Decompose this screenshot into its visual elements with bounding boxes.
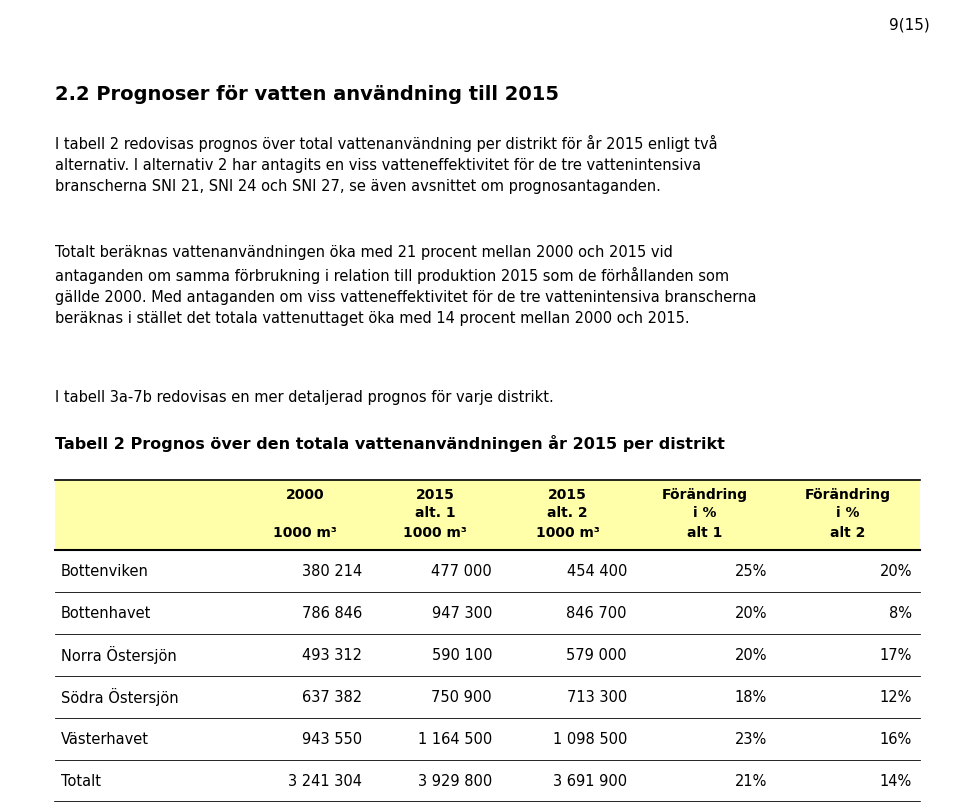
Text: 8%: 8% <box>889 606 912 621</box>
Text: alt 2: alt 2 <box>829 526 865 540</box>
Text: Totalt: Totalt <box>61 773 101 788</box>
Text: 3 929 800: 3 929 800 <box>418 773 492 788</box>
Text: 713 300: 713 300 <box>566 690 627 704</box>
Text: 2.2 Prognoser för vatten användning till 2015: 2.2 Prognoser för vatten användning till… <box>55 85 559 104</box>
Text: Tabell 2 Prognos över den totala vattenanvändningen år 2015 per distrikt: Tabell 2 Prognos över den totala vattena… <box>55 435 725 452</box>
Text: alt. 2: alt. 2 <box>547 506 588 520</box>
Text: 25%: 25% <box>734 564 767 578</box>
Text: 1000 m³: 1000 m³ <box>403 526 467 540</box>
Text: 380 214: 380 214 <box>301 564 362 578</box>
Text: Totalt beräknas vattenanvändningen öka med 21 procent mellan 2000 och 2015 vid
a: Totalt beräknas vattenanvändningen öka m… <box>55 245 756 326</box>
Text: Förändring: Förändring <box>804 488 891 502</box>
Text: 750 900: 750 900 <box>431 690 492 704</box>
Text: 21%: 21% <box>734 773 767 788</box>
Text: 947 300: 947 300 <box>432 606 492 621</box>
Text: alt 1: alt 1 <box>687 526 723 540</box>
Text: 3 241 304: 3 241 304 <box>288 773 362 788</box>
Text: I tabell 3a-7b redovisas en mer detaljerad prognos för varje distrikt.: I tabell 3a-7b redovisas en mer detaljer… <box>55 390 554 405</box>
Text: 17%: 17% <box>879 647 912 662</box>
Text: Norra Östersjön: Norra Östersjön <box>61 646 177 664</box>
Text: Bottenviken: Bottenviken <box>61 564 149 578</box>
Text: 477 000: 477 000 <box>431 564 492 578</box>
Text: i %: i % <box>836 506 859 520</box>
Text: Södra Östersjön: Södra Östersjön <box>61 688 179 706</box>
Text: 2015: 2015 <box>416 488 454 502</box>
Text: Västerhavet: Västerhavet <box>61 731 149 747</box>
Text: 2015: 2015 <box>548 488 587 502</box>
Text: 493 312: 493 312 <box>302 647 362 662</box>
Text: 9(15): 9(15) <box>889 18 930 33</box>
Text: 18%: 18% <box>734 690 767 704</box>
Text: 3 691 900: 3 691 900 <box>553 773 627 788</box>
Text: 2000: 2000 <box>286 488 324 502</box>
Text: 1000 m³: 1000 m³ <box>273 526 337 540</box>
Text: 23%: 23% <box>734 731 767 747</box>
Text: Förändring: Förändring <box>662 488 748 502</box>
Bar <box>55 480 920 550</box>
Text: Bottenhavet: Bottenhavet <box>61 606 152 621</box>
Text: 20%: 20% <box>734 606 767 621</box>
Text: 637 382: 637 382 <box>301 690 362 704</box>
Text: 12%: 12% <box>879 690 912 704</box>
Text: 943 550: 943 550 <box>301 731 362 747</box>
Text: 579 000: 579 000 <box>566 647 627 662</box>
Text: 20%: 20% <box>734 647 767 662</box>
Text: I tabell 2 redovisas prognos över total vattenanvändning per distrikt för år 201: I tabell 2 redovisas prognos över total … <box>55 135 718 194</box>
Text: 1 098 500: 1 098 500 <box>553 731 627 747</box>
Text: 20%: 20% <box>879 564 912 578</box>
Text: 14%: 14% <box>879 773 912 788</box>
Text: 454 400: 454 400 <box>566 564 627 578</box>
Text: 846 700: 846 700 <box>566 606 627 621</box>
Text: 590 100: 590 100 <box>431 647 492 662</box>
Text: 1000 m³: 1000 m³ <box>536 526 599 540</box>
Text: i %: i % <box>693 506 717 520</box>
Text: 16%: 16% <box>879 731 912 747</box>
Text: alt. 1: alt. 1 <box>415 506 455 520</box>
Text: 786 846: 786 846 <box>301 606 362 621</box>
Text: 1 164 500: 1 164 500 <box>418 731 492 747</box>
